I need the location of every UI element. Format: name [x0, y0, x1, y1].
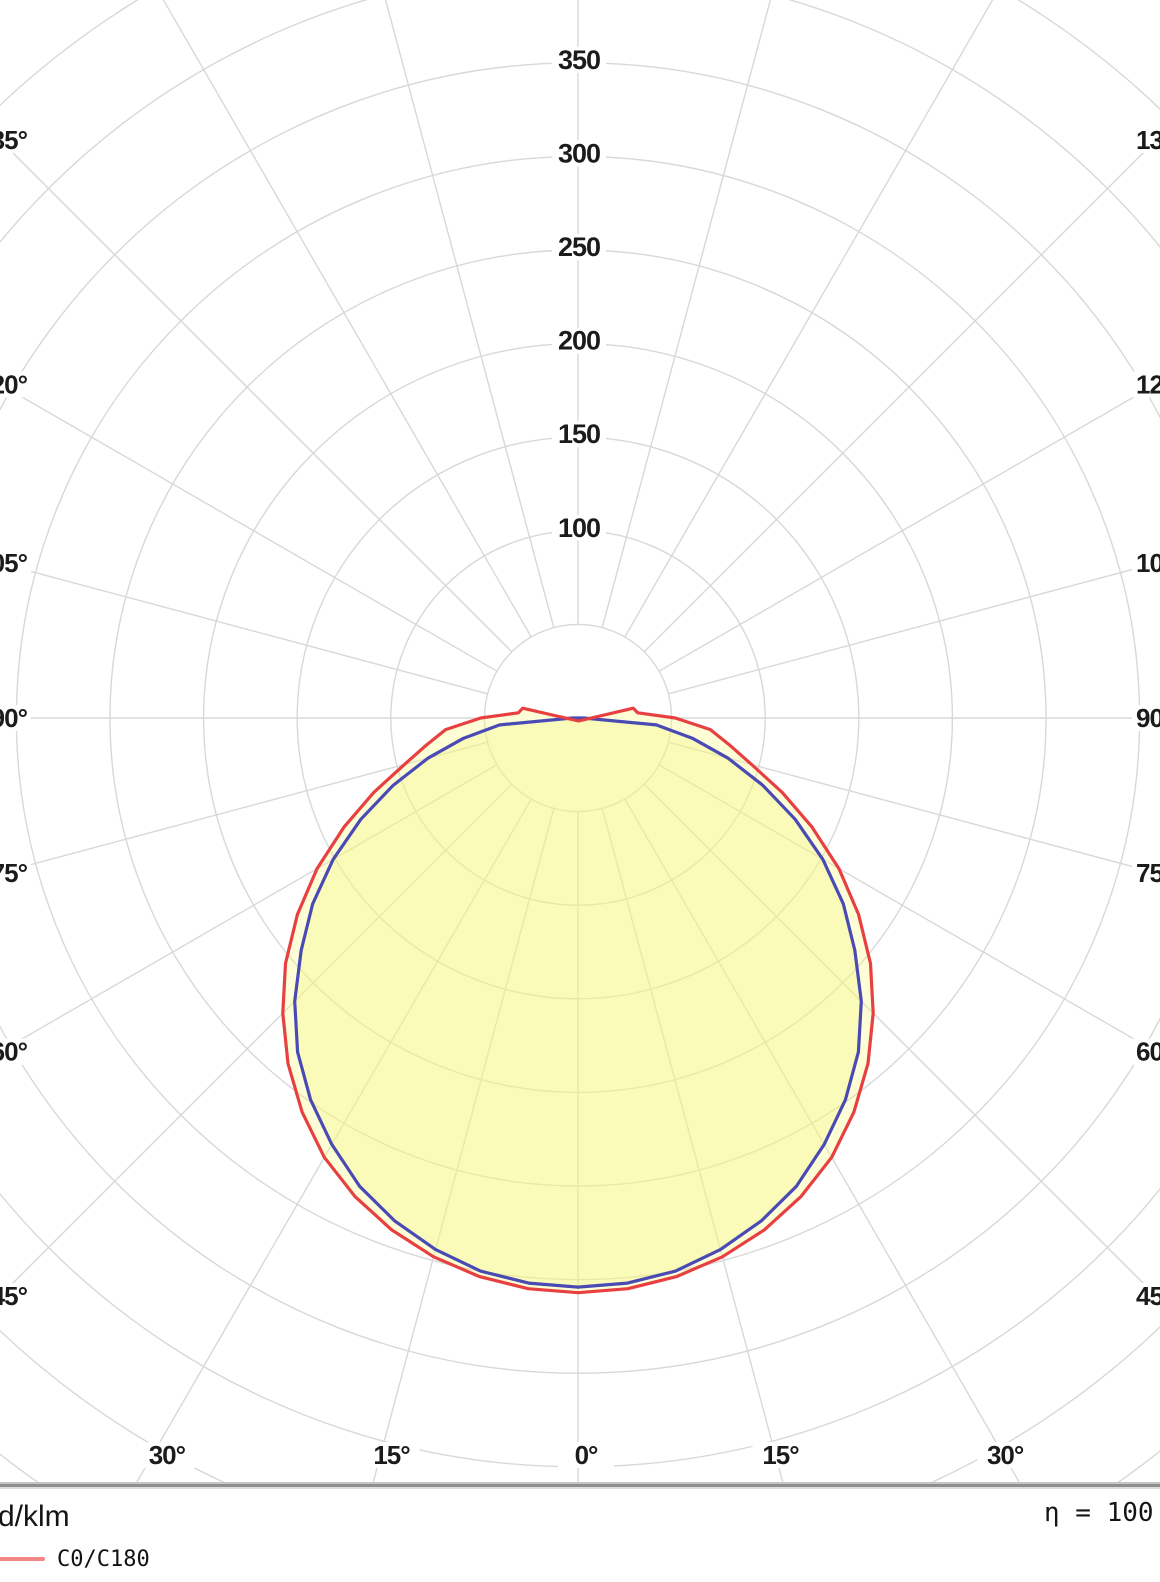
grid-radial-line	[668, 741, 1160, 875]
radial-tick-label-bg	[552, 421, 606, 448]
radial-tick-label: 250	[558, 232, 600, 262]
grid-radial-line	[0, 783, 513, 1297]
grid-radial-line	[643, 135, 1160, 653]
angle-label-left: 75°	[0, 858, 28, 888]
angle-label-right-bg	[1132, 1038, 1160, 1065]
radial-tick-label-bg	[552, 327, 606, 354]
intensity-curves	[281, 706, 875, 1295]
grid-radial-line	[0, 741, 488, 874]
grid-radial-line	[0, 562, 488, 695]
legend: C0/C180	[0, 1546, 1160, 1578]
angle-label-right-bg	[1132, 550, 1160, 577]
angle-label-bottom: 30°	[149, 1440, 186, 1470]
angle-label-right: 135°	[1136, 125, 1160, 155]
radial-tick-label: 200	[558, 326, 600, 356]
angle-label-bottom-bg	[363, 1442, 420, 1468]
curve-c0-c180	[281, 706, 875, 1295]
angle-label-right-bg	[1132, 859, 1160, 886]
angle-label-bottom-bg	[752, 1442, 809, 1468]
angle-label-left-bg	[0, 1283, 31, 1309]
unit-label: cd/klm	[0, 1500, 70, 1533]
radial-tick-label-bg	[552, 514, 606, 541]
curve-fill-c90-c270	[294, 718, 862, 1288]
grid-radial-line	[162, 0, 532, 638]
angle-label-left-bg	[0, 859, 31, 886]
angle-label-bottom-bg	[558, 1442, 614, 1468]
angle-label-bottom: 30°	[987, 1440, 1024, 1470]
angle-label-right-bg	[1132, 127, 1160, 153]
angle-label-bottom: 15°	[762, 1440, 799, 1470]
horizontal-divider	[0, 1482, 1160, 1489]
angle-label-left: 135°	[0, 125, 28, 155]
grid-radial-line	[135, 798, 532, 1483]
angle-label-left: 120°	[0, 369, 28, 399]
angle-label-left: 45°	[0, 1281, 28, 1311]
legend-line-swatch-c0-c180	[0, 1557, 45, 1561]
angle-label-right-bg	[1132, 371, 1160, 398]
angle-label-left-bg	[0, 371, 31, 398]
grid-radial-line	[601, 808, 784, 1483]
angle-label-right-bg	[1132, 1283, 1160, 1309]
grid-radial-line	[372, 808, 555, 1483]
radial-tick-label-bg	[552, 140, 606, 167]
angle-label-right: 105°	[1136, 548, 1160, 578]
legend-label-c0-c180: C0/C180	[57, 1547, 150, 1572]
grid-radial-line	[624, 798, 1021, 1483]
grid-radial-line	[643, 783, 1160, 1301]
angle-label-right: 90°	[1136, 703, 1160, 733]
angle-label-left: 60°	[0, 1037, 28, 1067]
radial-tick-label: 150	[558, 419, 600, 449]
angle-label-bottom: 0°	[575, 1440, 598, 1470]
grid-radial-line	[601, 0, 772, 628]
angle-label-left: 105°	[0, 548, 28, 578]
grid-radial-line	[0, 139, 513, 653]
curve-fill-c0-c180	[282, 708, 874, 1293]
radial-tick-label: 300	[558, 138, 600, 168]
angle-label-left-bg	[0, 705, 31, 731]
radial-tick-label: 100	[558, 513, 600, 543]
radial-tick-label: 350	[558, 45, 600, 75]
angle-label-bottom-bg	[138, 1442, 195, 1468]
angle-label-bottom: 15°	[373, 1440, 410, 1470]
angle-label-left: 90°	[0, 703, 28, 733]
axis-labels: 100 150 200 250 300 350 135° 135° 120° 120° 105° 10…	[0, 45, 1160, 1470]
radial-tick-label-bg	[552, 234, 606, 260]
grid-radial-line	[0, 383, 498, 672]
angle-label-right: 60°	[1136, 1037, 1160, 1067]
grid-radial-line	[624, 0, 994, 638]
angle-label-left-bg	[0, 550, 31, 577]
angle-label-bottom-bg	[977, 1442, 1034, 1468]
grid-radial-line	[384, 0, 555, 628]
grid-radial-line	[668, 561, 1160, 695]
angle-label-left-bg	[0, 127, 31, 153]
grid-radial-line	[658, 381, 1160, 672]
curve-c90-c270	[293, 716, 863, 1289]
angle-label-left-bg	[0, 1038, 31, 1065]
angle-label-right: 120°	[1136, 369, 1160, 399]
angle-label-right: 45°	[1136, 1281, 1160, 1311]
angle-label-right-bg	[1132, 705, 1160, 731]
efficiency-label: η = 100 %	[1044, 1498, 1160, 1528]
angle-label-right: 75°	[1136, 858, 1160, 888]
radial-tick-label-bg	[552, 46, 606, 73]
